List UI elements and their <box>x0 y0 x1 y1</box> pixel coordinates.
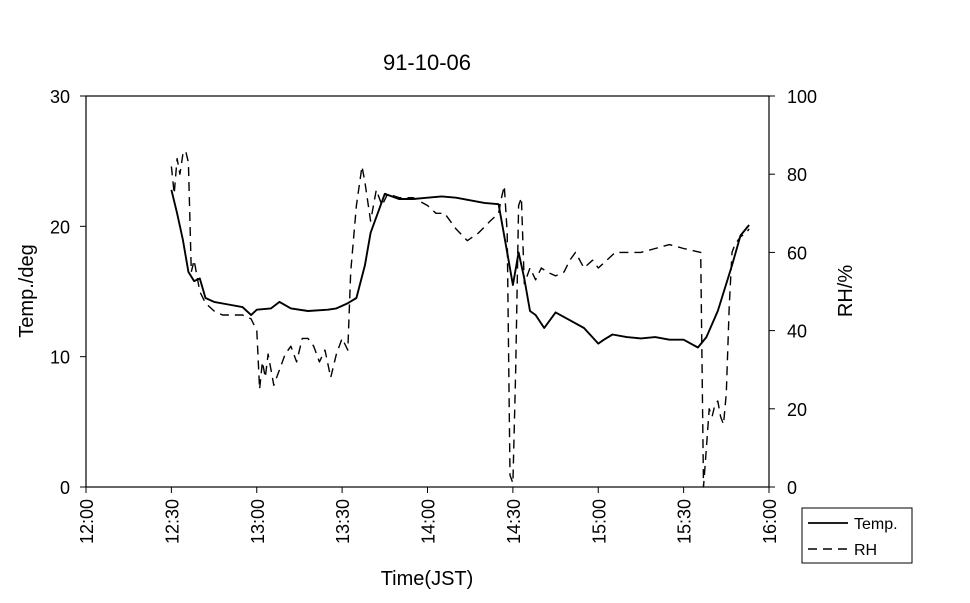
x-tick-label: 15:30 <box>675 499 695 544</box>
legend-box <box>801 507 913 564</box>
left-y-tick-label: 10 <box>50 348 70 368</box>
x-tick-label: 14:00 <box>419 499 439 544</box>
right-y-axis-label: RH/% <box>835 265 857 317</box>
x-tick-label: 13:30 <box>333 499 353 544</box>
legend-temp-label: Temp. <box>854 516 898 533</box>
right-y-tick-label: 0 <box>787 478 797 498</box>
right-y-tick-label: 80 <box>787 165 807 185</box>
series-layer <box>170 149 750 488</box>
chart-title: 91-10-06 <box>383 50 471 75</box>
x-tick-label: 12:30 <box>162 499 182 544</box>
left-y-axis-ticks: 0 10 20 30 <box>50 87 86 498</box>
right-y-tick-label: 100 <box>787 87 817 107</box>
plot-area <box>85 95 770 488</box>
x-axis-label: Time(JST) <box>381 568 474 590</box>
x-tick-label: 13:00 <box>248 499 268 544</box>
x-tick-label: 15:00 <box>589 499 609 544</box>
right-y-tick-label: 60 <box>787 243 807 263</box>
left-y-tick-label: 0 <box>60 478 70 498</box>
x-tick-label: 14:30 <box>504 499 524 544</box>
left-y-tick-label: 30 <box>50 87 70 107</box>
right-y-tick-label: 40 <box>787 322 807 342</box>
right-y-tick-label: 20 <box>787 400 807 420</box>
rh-series-line <box>170 149 750 488</box>
legend: Temp. RH <box>801 507 913 564</box>
legend-rh-label: RH <box>854 542 877 559</box>
left-y-axis-label: Temp./deg <box>16 244 38 337</box>
x-tick-label: 12:00 <box>77 499 97 544</box>
x-axis-ticks: 12:00 12:30 13:00 13:30 14:00 14:30 15:00 15:30… <box>77 487 780 544</box>
left-y-tick-label: 20 <box>50 217 70 237</box>
right-y-axis-ticks: 0 20 40 60 80 100 <box>769 87 817 498</box>
x-tick-label: 16:00 <box>760 499 780 544</box>
temp-series-line <box>170 189 750 349</box>
